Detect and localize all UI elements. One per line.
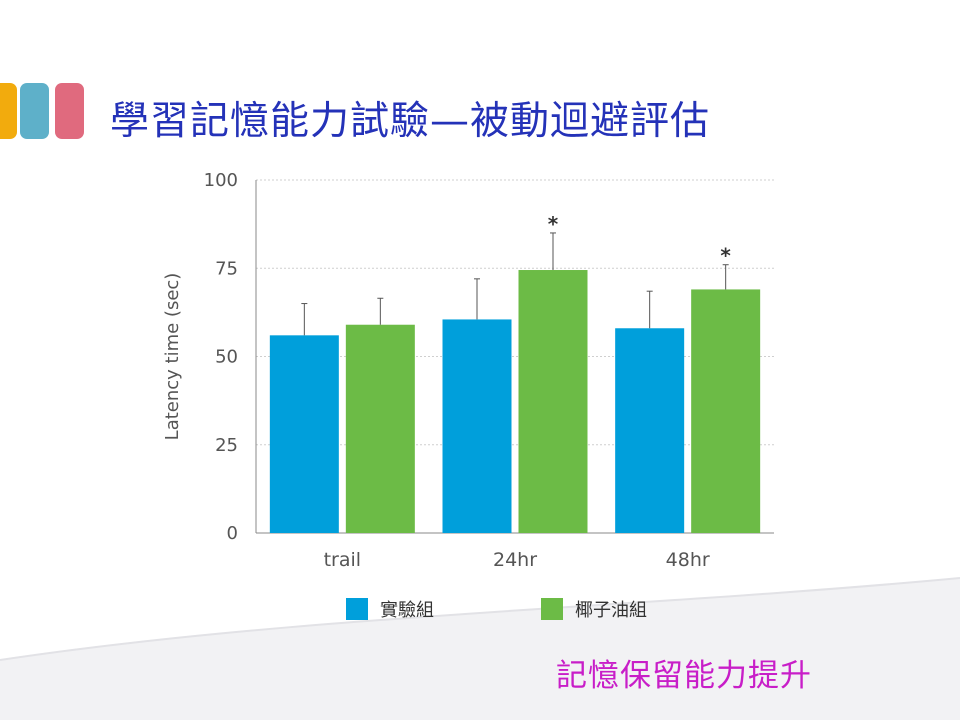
bar	[691, 289, 761, 533]
y-tick-label: 75	[215, 258, 238, 279]
y-tick-label: 0	[227, 523, 238, 544]
x-tick-label: trail	[324, 549, 361, 571]
x-tick-label: 24hr	[493, 549, 537, 571]
legend-label-series-1: 椰子油組	[575, 600, 647, 621]
y-axis-label: Latency time (sec)	[162, 273, 183, 441]
bottom-wave-band	[0, 577, 960, 720]
slide-title: 學習記憶能力試驗—被動迴避評估	[110, 99, 711, 144]
bar	[518, 270, 588, 533]
bar	[269, 335, 339, 533]
bar	[442, 319, 512, 533]
bar-chart: 0 25 50 75 100 Latency time (sec) trail * 24hr * 4…	[162, 170, 774, 571]
legend-swatch-series-1	[541, 598, 563, 620]
decor-bar-teal	[20, 83, 49, 139]
legend-swatch-series-0	[346, 598, 368, 620]
decor-bar-orange	[0, 83, 17, 139]
significance-marker: *	[720, 244, 731, 268]
chart-legend: 實驗組 椰子油組	[0, 596, 960, 622]
legend-item-series-1: 椰子油組	[541, 596, 647, 622]
x-tick-label: 48hr	[666, 549, 710, 571]
y-tick-label: 25	[215, 435, 238, 456]
y-tick-label: 50	[215, 347, 238, 368]
legend-label-series-0: 實驗組	[380, 600, 434, 621]
decor-bar-pink	[55, 83, 84, 139]
y-tick-label: 100	[204, 170, 238, 191]
bar	[345, 324, 415, 533]
legend-item-series-0: 實驗組	[346, 596, 434, 622]
slide-caption: 記憶保留能力提升	[556, 658, 812, 694]
bar	[615, 328, 685, 533]
significance-marker: *	[548, 212, 559, 236]
